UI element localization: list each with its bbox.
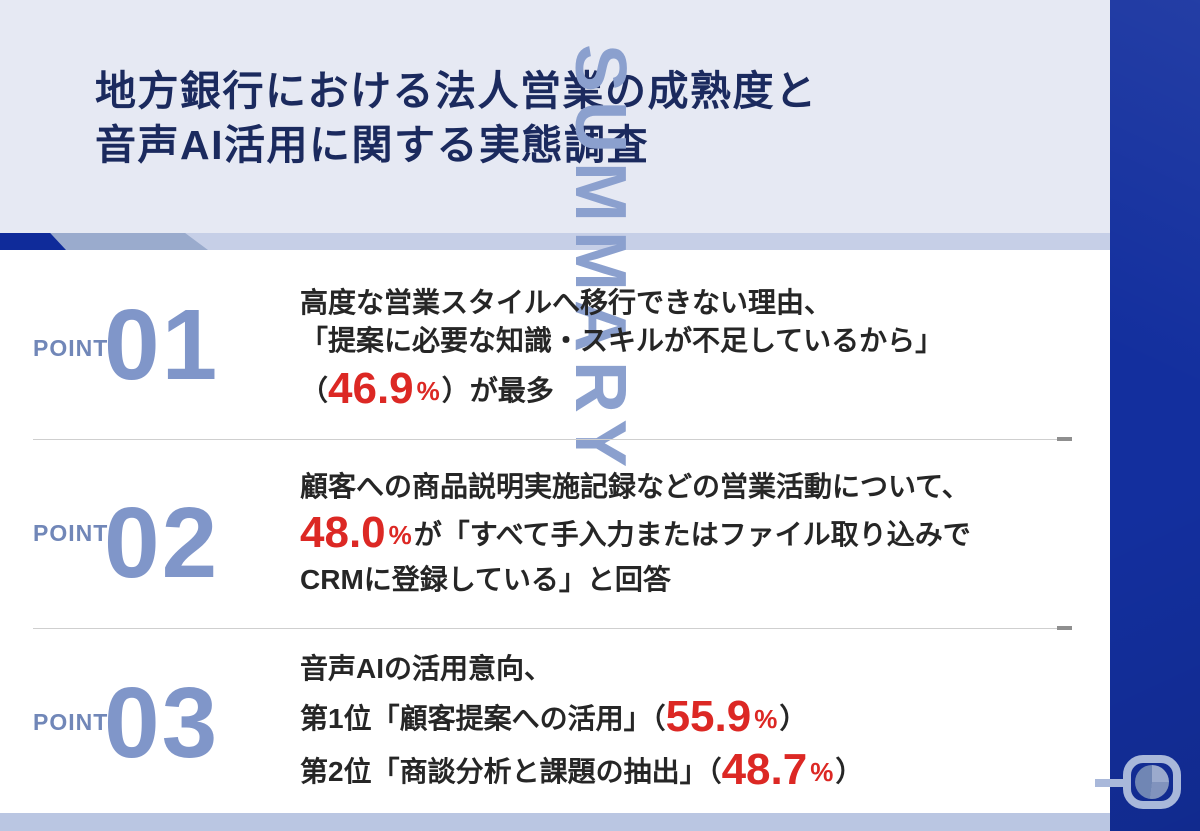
point-number-2: 02 (104, 487, 220, 599)
point2-stat-percent-sign: % (388, 520, 412, 550)
point1-stat-value: 46.9 (328, 364, 414, 413)
lens-pie-icon (1123, 755, 1181, 809)
pie-core-icon (1135, 765, 1169, 799)
point1-stat-percent-sign: % (416, 376, 440, 406)
point1-line3: （46.9 %）が最多 (300, 367, 943, 414)
point3-rank2-value: 48.7 (721, 745, 808, 794)
page-title-line2: 音声AI活用に関する実態調査 (95, 122, 649, 168)
point3-line1: 音声AIの活用意向、 (300, 653, 553, 684)
point3-line2: 第1位「顧客提案への活用」（55.9%） (300, 695, 863, 743)
point-number-3: 03 (104, 667, 220, 779)
point3-line3-post: ） (835, 756, 864, 787)
divider-1 (33, 437, 1072, 441)
header-strip-light (0, 233, 1110, 250)
point3-rank1-percent-sign: % (754, 704, 778, 734)
point-label-3: POINT (33, 709, 109, 735)
point3-rank2-percent-sign: % (810, 757, 834, 787)
point3-line3-pre: 第2位「商談分析と課題の抽出」（ (300, 756, 722, 787)
point3-line2-post: ） (779, 703, 808, 734)
point3-line3: 第2位「商談分析と課題の抽出」（48.7%） (300, 747, 863, 797)
lens-icon-stem (1095, 779, 1129, 787)
point1-line3-pre: （ (300, 375, 329, 406)
point2-line3: CRMに登録している」と回答 (300, 564, 671, 595)
summary-vertical-label: SUMMARY (560, 44, 640, 477)
point1-line3-post: ）が最多 (441, 375, 554, 406)
point2-line2-post: が「すべて手入力またはファイル取り込みで (413, 519, 971, 550)
point-text-2: 顧客への商品説明実施記録などの営業活動について、 48.0 %が「すべて手入力また… (300, 468, 971, 600)
point-label-2: POINT (33, 520, 109, 546)
header: 地方銀行における法人営業の成熟度と 音声AI活用に関する実態調査 (0, 0, 1110, 233)
point2-stat-value: 48.0 (300, 508, 386, 557)
point-text-1: 高度な営業スタイルへ移行できない理由、 「提案に必要な知識・スキルが不足している… (300, 284, 943, 414)
point-text-3: 音声AIの活用意向、 第1位「顧客提案への活用」（55.9%） 第2位「商談分析… (300, 650, 863, 797)
page-title-line1: 地方銀行における法人営業の成熟度と (95, 68, 818, 114)
point3-line2-pre: 第1位「顧客提案への活用」（ (300, 703, 666, 734)
header-strip-navy (0, 233, 66, 250)
point2-line1: 顧客への商品説明実施記録などの営業活動について、 (300, 471, 970, 502)
point1-line2: 「提案に必要な知識・スキルが不足しているから」 (300, 325, 944, 356)
point3-rank1-value: 55.9 (665, 692, 752, 741)
point1-line1: 高度な営業スタイルへ移行できない理由、 (300, 287, 833, 318)
point2-line2: 48.0 %が「すべて手入力またはファイル取り込みで (300, 511, 971, 558)
page-title: 地方銀行における法人営業の成熟度と 音声AI活用に関する実態調査 (95, 64, 818, 172)
bottom-strip (0, 813, 1110, 831)
side-band (1110, 0, 1200, 831)
point-number-1: 01 (104, 289, 220, 401)
point-label-1: POINT (33, 335, 109, 361)
divider-2 (33, 626, 1072, 630)
